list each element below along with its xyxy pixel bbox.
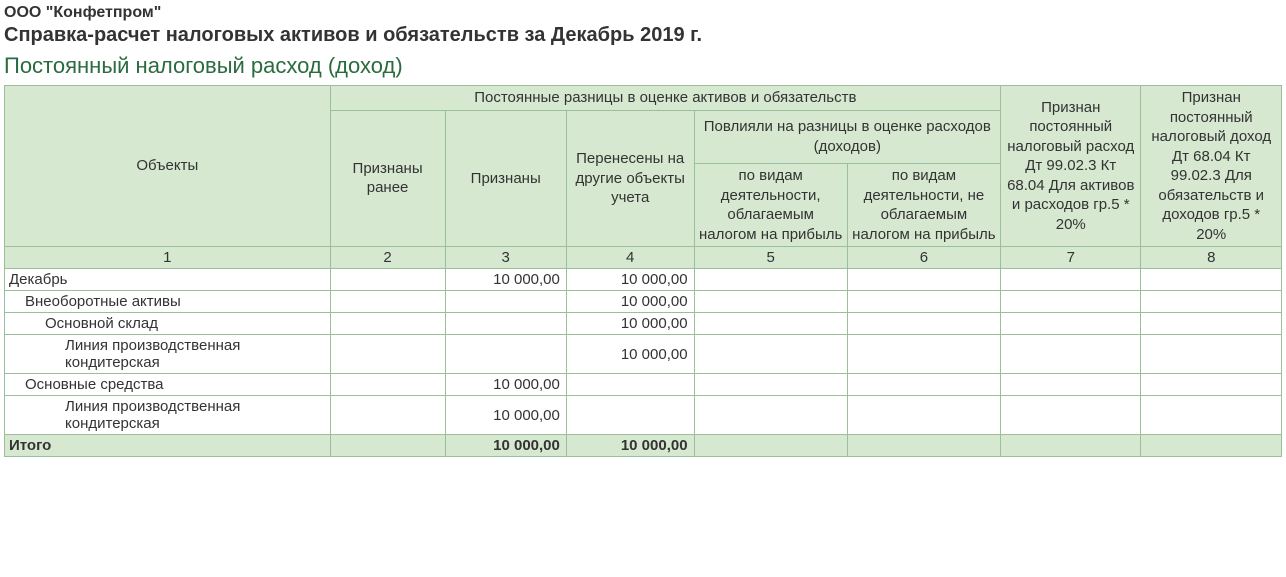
cell: 10 000,00	[566, 269, 694, 291]
report-subtitle: Постоянный налоговый расход (доход)	[4, 53, 1282, 79]
total-cell	[847, 435, 1000, 457]
cell	[694, 396, 847, 435]
col-group-affected: Повлияли на разницы в оценке расходов (д…	[694, 110, 1000, 164]
col-group-diff: Постоянные разницы в оценке активов и об…	[330, 86, 1000, 111]
cell	[1001, 291, 1141, 313]
cell	[1141, 291, 1282, 313]
cell	[330, 313, 445, 335]
total-cell	[1001, 435, 1141, 457]
company-name: ООО "Конфетпром"	[4, 4, 1282, 22]
row-label: Основной склад	[5, 313, 331, 335]
total-label: Итого	[5, 435, 331, 457]
total-row: Итого 10 000,0010 000,00	[5, 435, 1282, 457]
col-number: 8	[1141, 247, 1282, 269]
table-row: Линия производственная кондитерская 10 00…	[5, 335, 1282, 374]
tax-report-table: Объекты Постоянные разницы в оценке акти…	[4, 85, 1282, 457]
table-row: Линия производственная кондитерская 10 00…	[5, 396, 1282, 435]
cell	[847, 396, 1000, 435]
cell: 10 000,00	[566, 291, 694, 313]
col-objects: Объекты	[5, 86, 331, 247]
table-row: Основные средства 10 000,00	[5, 374, 1282, 396]
cell	[847, 269, 1000, 291]
cell: 10 000,00	[566, 313, 694, 335]
cell	[694, 269, 847, 291]
cell	[694, 335, 847, 374]
cell	[566, 396, 694, 435]
cell	[694, 291, 847, 313]
cell	[330, 374, 445, 396]
cell	[330, 396, 445, 435]
table-row: Декабрь 10 000,0010 000,00	[5, 269, 1282, 291]
col-transferred: Перенесены на другие объекты учета	[566, 110, 694, 247]
row-label: Линия производственная кондитерская	[5, 335, 331, 374]
cell: 10 000,00	[445, 396, 566, 435]
cell	[1001, 374, 1141, 396]
cell	[445, 313, 566, 335]
row-label: Линия производственная кондитерская	[5, 396, 331, 435]
cell	[847, 374, 1000, 396]
cell	[694, 313, 847, 335]
total-cell: 10 000,00	[566, 435, 694, 457]
table-row: Основной склад 10 000,00	[5, 313, 1282, 335]
cell	[1001, 313, 1141, 335]
cell	[1141, 269, 1282, 291]
col-number: 7	[1001, 247, 1141, 269]
col-by-taxable: по видам деятельности, облагаемым налого…	[694, 164, 847, 247]
cell	[445, 291, 566, 313]
cell: 10 000,00	[445, 269, 566, 291]
cell	[330, 335, 445, 374]
cell	[1001, 335, 1141, 374]
cell: 10 000,00	[445, 374, 566, 396]
total-cell	[1141, 435, 1282, 457]
cell	[694, 374, 847, 396]
cell	[847, 313, 1000, 335]
total-cell: 10 000,00	[445, 435, 566, 457]
col-recog-before: Признаны ранее	[330, 110, 445, 247]
col-number: 2	[330, 247, 445, 269]
cell	[1001, 269, 1141, 291]
cell	[1141, 335, 1282, 374]
cell	[330, 269, 445, 291]
col-number: 5	[694, 247, 847, 269]
cell	[1141, 374, 1282, 396]
col-number: 4	[566, 247, 694, 269]
row-label: Декабрь	[5, 269, 331, 291]
col-number: 1	[5, 247, 331, 269]
col-tax-expense: Признан постоянный налоговый расход Дт 9…	[1001, 86, 1141, 247]
col-number: 6	[847, 247, 1000, 269]
cell	[847, 335, 1000, 374]
total-cell	[330, 435, 445, 457]
row-label: Основные средства	[5, 374, 331, 396]
cell	[1001, 396, 1141, 435]
cell	[566, 374, 694, 396]
cell: 10 000,00	[566, 335, 694, 374]
cell	[445, 335, 566, 374]
cell	[1141, 313, 1282, 335]
col-recognized: Признаны	[445, 110, 566, 247]
row-label: Внеоборотные активы	[5, 291, 331, 313]
total-cell	[694, 435, 847, 457]
col-tax-income: Признан постоянный налоговый доход Дт 68…	[1141, 86, 1282, 247]
cell	[847, 291, 1000, 313]
report-title: Справка-расчет налоговых активов и обяза…	[4, 24, 1282, 47]
cell	[1141, 396, 1282, 435]
cell	[330, 291, 445, 313]
col-number: 3	[445, 247, 566, 269]
table-row: Внеоборотные активы 10 000,00	[5, 291, 1282, 313]
col-by-nontaxable: по видам деятельности, не облагаемым нал…	[847, 164, 1000, 247]
